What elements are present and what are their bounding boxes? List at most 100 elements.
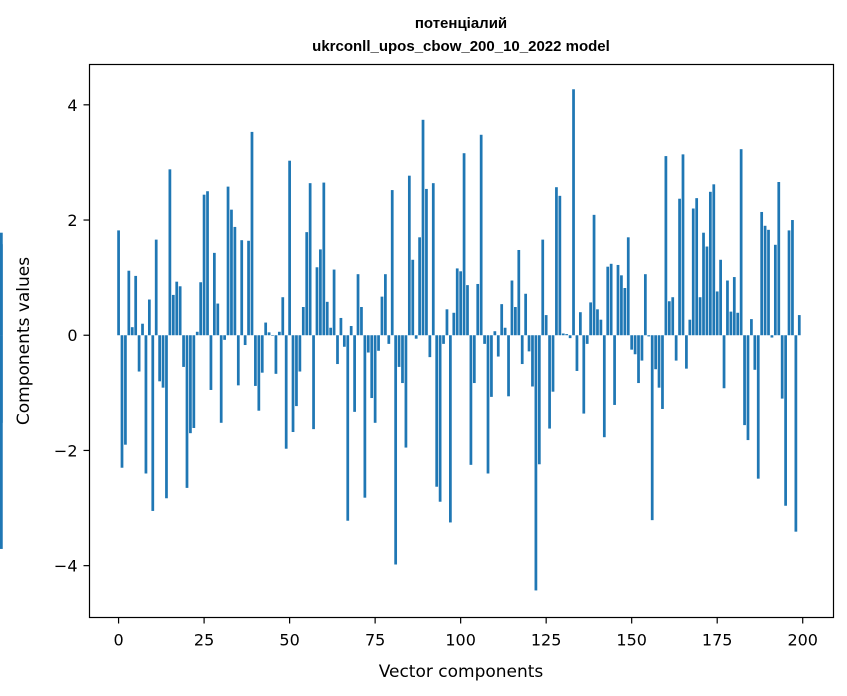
bar (756, 335, 760, 479)
bar (572, 89, 575, 336)
bar (661, 335, 664, 409)
bar (760, 211, 764, 336)
bar (339, 317, 343, 336)
y-tick-label: 2 (67, 211, 77, 230)
chart-title: потенціалий (415, 15, 507, 32)
bar (192, 335, 196, 428)
chart-subtitle: ukrconll_upos_cbow_200_10_2022 model (312, 38, 610, 55)
bar (753, 335, 757, 370)
bar (479, 134, 483, 336)
bar (555, 187, 558, 336)
bar (534, 335, 538, 591)
bar (0, 335, 3, 549)
bar (633, 335, 637, 355)
bar (322, 182, 326, 336)
x-axis-ticks: 0 25 50 75 100 125 150 175 200 (113, 617, 818, 650)
bar (161, 335, 165, 388)
bar (165, 335, 168, 499)
bar (384, 274, 387, 336)
bar (353, 335, 356, 412)
bar (787, 230, 791, 336)
bar (606, 266, 610, 336)
bar (449, 335, 452, 523)
bar (230, 209, 233, 336)
bar (585, 335, 589, 344)
bar (702, 232, 705, 336)
bar (620, 275, 623, 336)
bar (360, 307, 363, 336)
bar (171, 294, 175, 336)
bar (349, 326, 353, 336)
x-tick-label: 200 (787, 631, 818, 650)
bar (425, 188, 428, 336)
bar (705, 246, 709, 336)
bar (452, 312, 456, 336)
bar (236, 335, 240, 386)
bar (466, 285, 469, 336)
bar (589, 302, 592, 336)
bar (202, 194, 206, 336)
bar (373, 335, 377, 423)
bar (315, 267, 319, 336)
bar (247, 240, 250, 336)
bar (185, 335, 189, 488)
bar (274, 335, 278, 374)
bar (329, 327, 333, 336)
bar (370, 335, 374, 399)
bar (739, 149, 743, 336)
bar (387, 335, 391, 344)
bar (0, 335, 3, 423)
bar (158, 335, 161, 382)
bar (524, 293, 528, 336)
bar (421, 119, 425, 336)
bar (695, 198, 699, 336)
bar (520, 335, 524, 365)
x-tick-label: 100 (445, 631, 476, 650)
bar (301, 307, 305, 336)
bar (260, 335, 264, 373)
bar (325, 301, 329, 336)
bar (288, 160, 291, 336)
x-tick-label: 0 (113, 631, 123, 650)
bar (517, 249, 521, 336)
bar (120, 335, 124, 468)
bar (640, 335, 644, 361)
bar (732, 277, 736, 336)
bar (510, 280, 514, 336)
bar (630, 335, 634, 350)
bar (195, 331, 199, 336)
bar (182, 335, 185, 367)
bar (712, 184, 716, 336)
bar (537, 335, 541, 465)
bar (233, 226, 237, 336)
bar (568, 335, 572, 339)
bar (250, 131, 254, 336)
bar (363, 335, 367, 498)
bar (596, 309, 599, 336)
bar (346, 335, 350, 521)
bar (414, 335, 418, 339)
bar (0, 232, 3, 336)
bar (541, 239, 545, 336)
bar (784, 335, 787, 506)
bar (462, 153, 466, 336)
bar (490, 335, 493, 397)
bar (134, 275, 138, 336)
bar (380, 296, 384, 336)
bar (243, 335, 247, 346)
bar (240, 240, 244, 336)
bar (455, 268, 459, 336)
bar (647, 335, 651, 337)
x-tick-label: 75 (365, 631, 385, 650)
bar (277, 331, 281, 336)
bar (257, 335, 261, 411)
bar (548, 335, 551, 429)
bar (435, 335, 439, 487)
bar (394, 335, 398, 565)
bar (685, 335, 688, 369)
bar (486, 335, 490, 474)
bar (746, 335, 750, 441)
bar (514, 307, 517, 336)
bar (575, 335, 579, 371)
bar (271, 335, 274, 336)
